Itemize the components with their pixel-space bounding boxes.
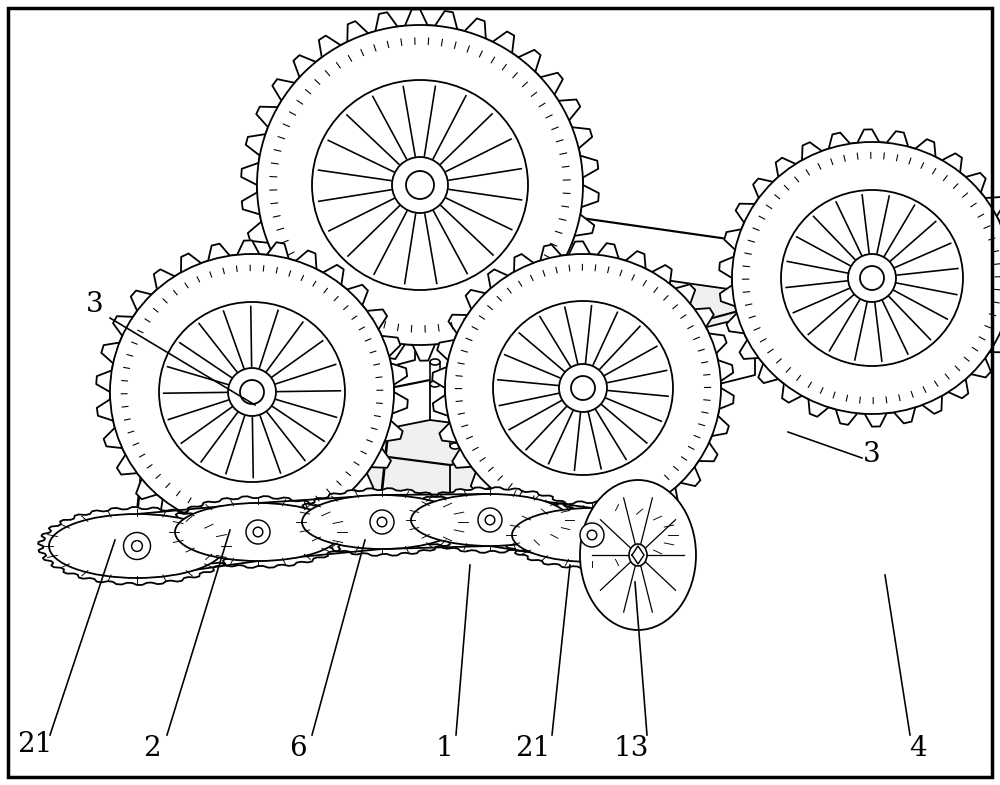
Circle shape (406, 171, 434, 199)
Ellipse shape (848, 254, 896, 302)
Polygon shape (358, 295, 415, 375)
Circle shape (587, 530, 597, 540)
Text: 1: 1 (435, 735, 453, 761)
Text: 3: 3 (863, 441, 881, 469)
Ellipse shape (445, 254, 721, 522)
Circle shape (240, 380, 264, 404)
Text: 21: 21 (515, 735, 551, 761)
Polygon shape (180, 380, 700, 465)
Circle shape (253, 528, 263, 537)
Polygon shape (300, 385, 365, 420)
Bar (178, 422, 188, 444)
Polygon shape (355, 265, 910, 370)
Ellipse shape (124, 532, 150, 560)
Text: 6: 6 (289, 735, 307, 761)
Ellipse shape (327, 492, 399, 552)
Circle shape (132, 541, 142, 551)
Polygon shape (96, 240, 408, 543)
Ellipse shape (430, 381, 440, 387)
Polygon shape (695, 315, 755, 390)
Ellipse shape (450, 421, 460, 427)
Ellipse shape (559, 364, 607, 412)
Ellipse shape (302, 495, 462, 549)
Ellipse shape (257, 25, 583, 345)
Ellipse shape (110, 254, 394, 530)
Circle shape (485, 515, 495, 525)
Ellipse shape (732, 142, 1000, 414)
Ellipse shape (781, 190, 963, 366)
Polygon shape (164, 496, 352, 568)
Ellipse shape (478, 508, 502, 532)
Text: 4: 4 (909, 735, 927, 761)
Ellipse shape (370, 510, 394, 534)
Text: 13: 13 (613, 735, 649, 761)
Bar (430, 362, 440, 384)
Ellipse shape (201, 500, 275, 564)
Bar (705, 370, 715, 392)
Ellipse shape (450, 443, 460, 449)
Polygon shape (355, 215, 910, 320)
Polygon shape (38, 507, 236, 585)
Circle shape (377, 517, 387, 527)
Ellipse shape (580, 480, 696, 630)
Polygon shape (501, 501, 683, 569)
Polygon shape (401, 487, 579, 553)
Ellipse shape (411, 494, 569, 546)
Polygon shape (432, 241, 734, 535)
Ellipse shape (178, 419, 188, 425)
Circle shape (860, 266, 884, 290)
Circle shape (571, 376, 595, 400)
Ellipse shape (246, 520, 270, 544)
Text: 2: 2 (143, 735, 161, 761)
Ellipse shape (228, 368, 276, 416)
Polygon shape (241, 9, 599, 360)
Ellipse shape (430, 359, 440, 365)
Ellipse shape (705, 367, 715, 373)
Ellipse shape (436, 491, 508, 549)
Ellipse shape (49, 514, 225, 578)
Polygon shape (719, 130, 1000, 426)
Ellipse shape (493, 301, 673, 475)
Ellipse shape (159, 302, 345, 482)
Ellipse shape (392, 157, 448, 213)
Ellipse shape (175, 503, 341, 561)
Ellipse shape (538, 506, 610, 564)
Polygon shape (291, 488, 473, 556)
Ellipse shape (512, 508, 672, 562)
Ellipse shape (705, 389, 715, 395)
Text: 3: 3 (86, 291, 104, 319)
Ellipse shape (312, 80, 528, 290)
Ellipse shape (75, 511, 155, 581)
Ellipse shape (580, 523, 604, 547)
Bar (450, 424, 460, 446)
Text: 21: 21 (17, 732, 53, 758)
Ellipse shape (629, 544, 647, 566)
Polygon shape (180, 420, 700, 505)
Ellipse shape (178, 441, 188, 447)
